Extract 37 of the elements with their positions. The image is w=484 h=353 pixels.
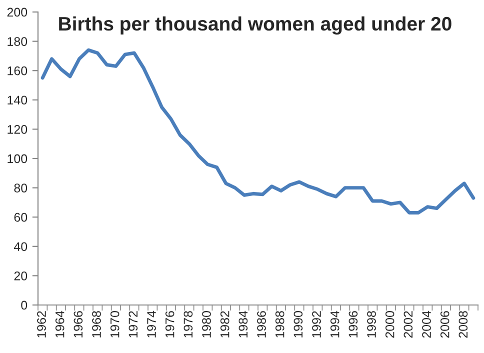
y-tick-label: 40 bbox=[14, 242, 28, 252]
y-tick-label: 20 bbox=[14, 272, 28, 280]
y-tick-label: 100 bbox=[8, 154, 28, 164]
x-tick-label: 1980 bbox=[202, 311, 211, 338]
x-tick-label: 1966 bbox=[74, 311, 83, 338]
chart-title: Births per thousand women aged under 20 bbox=[59, 16, 452, 35]
line-series bbox=[40, 48, 476, 214]
x-tick-label: 1998 bbox=[367, 311, 376, 338]
x-tick-label: 1996 bbox=[348, 311, 358, 338]
y-tick-label: 80 bbox=[14, 184, 28, 192]
x-tick-label: 2004 bbox=[422, 310, 431, 338]
x-tick-label: 2002 bbox=[404, 311, 413, 338]
y-tick-label: 60 bbox=[14, 212, 28, 222]
x-tick-label: 1968 bbox=[92, 311, 101, 338]
x-tick-label: 1976 bbox=[165, 311, 174, 338]
x-tick-label: 1978 bbox=[184, 311, 193, 338]
x-tick-label: 1988 bbox=[275, 311, 284, 338]
y-tick-label: 0 bbox=[21, 300, 28, 310]
x-tick-label: 1986 bbox=[257, 311, 266, 338]
x-tick-label: 1962 bbox=[37, 311, 46, 338]
x-tick-label: 1990 bbox=[294, 311, 303, 338]
x-tick-label: 2000 bbox=[385, 311, 394, 338]
y-tick-label: 120 bbox=[8, 125, 28, 134]
y-tick-label: 180 bbox=[8, 37, 28, 46]
x-tick-label: 1964 bbox=[55, 310, 64, 338]
x-tick-label: 1982 bbox=[220, 311, 230, 338]
y-tick-label: 140 bbox=[8, 96, 28, 105]
y-tick-label: 160 bbox=[8, 66, 28, 76]
x-tick-label: 1984 bbox=[238, 310, 248, 338]
x-tick-label: 1994 bbox=[330, 310, 340, 338]
x-tick-label: 2006 bbox=[440, 311, 450, 338]
x-tick-label: 1992 bbox=[312, 311, 321, 338]
x-tick-label: 2008 bbox=[458, 311, 468, 338]
x-tick-label: 1974 bbox=[147, 310, 156, 338]
x-tick-label: 1972 bbox=[128, 311, 138, 338]
y-tick-label: 200 bbox=[7, 8, 28, 17]
x-tick-label: 1970 bbox=[110, 311, 120, 338]
